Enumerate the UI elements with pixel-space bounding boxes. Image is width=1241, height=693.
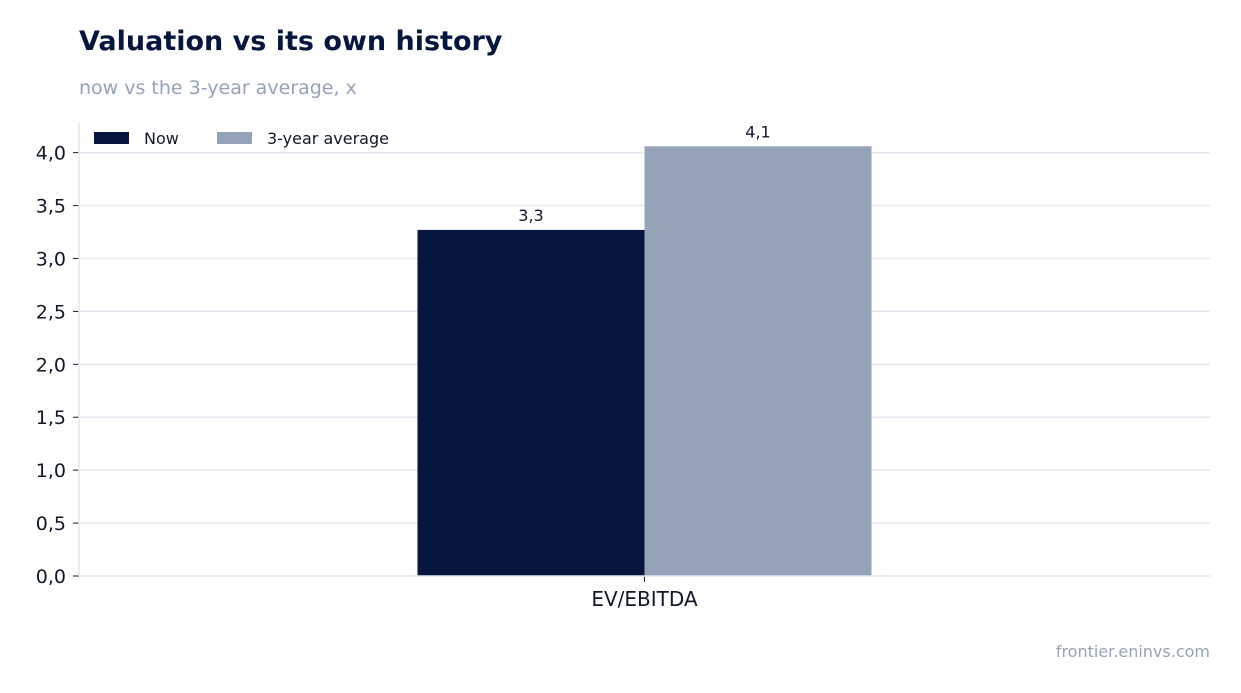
data-label: 4,1 — [745, 122, 770, 141]
axes: 0,0 0,5 1,0 1,5 2,0 2,5 3,0 3,5 4,0 EV/EBITDA — [36, 123, 1210, 611]
y-tick-label: 1,0 — [36, 460, 66, 482]
source-credit: frontier.eninvs.com — [1055, 642, 1210, 661]
chart-subtitle: now vs the 3-year average, x — [79, 77, 357, 99]
legend-swatch — [217, 132, 252, 144]
y-tick-label: 0,0 — [36, 566, 66, 588]
legend-label: Now — [144, 129, 179, 148]
legend-label: 3-year average — [267, 129, 389, 148]
chart-title: Valuation vs its own history — [79, 26, 503, 57]
bar-3-year-average — [644, 146, 872, 577]
bars — [417, 146, 872, 577]
x-category-label: EV/EBITDA — [591, 587, 698, 611]
bar-now — [417, 229, 645, 576]
legend: Now 3-year average — [94, 129, 389, 148]
y-tick-label: 1,5 — [36, 407, 66, 429]
y-tick-label: 0,5 — [36, 513, 66, 535]
y-tick-label: 4,0 — [36, 143, 66, 165]
data-labels: 3,3 4,1 — [518, 122, 770, 225]
y-tick-label: 3,0 — [36, 248, 66, 270]
data-label: 3,3 — [518, 206, 543, 225]
y-tick-label: 2,5 — [36, 301, 66, 323]
legend-swatch — [94, 132, 129, 144]
y-tick-label: 2,0 — [36, 354, 66, 376]
y-tick-label: 3,5 — [36, 196, 66, 218]
